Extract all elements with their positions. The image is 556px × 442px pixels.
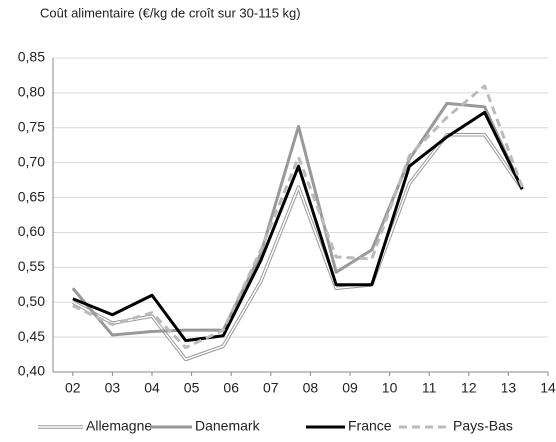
x-tick-label: 06 (223, 380, 239, 396)
x-tick-label: 05 (184, 380, 200, 396)
series-line (71, 101, 524, 337)
x-tick-label: 09 (342, 380, 358, 396)
y-tick-label: 0,70 (18, 153, 45, 169)
x-tick-label: 07 (263, 380, 279, 396)
y-tick-label: 0,50 (18, 293, 45, 309)
legend-label: France (348, 418, 392, 434)
y-tick-label: 0,45 (18, 328, 45, 344)
x-tick-label: 02 (65, 380, 81, 396)
x-tick-label: 11 (422, 380, 437, 396)
y-tick-label: 0,75 (18, 118, 45, 134)
series-line (72, 84, 524, 350)
x-tick-label: 14 (540, 380, 556, 396)
x-tick-label: 12 (461, 380, 477, 396)
y-tick-label: 0,60 (18, 223, 45, 239)
x-tick-label: 10 (382, 380, 398, 396)
legend-label: Pays-Bas (453, 418, 513, 434)
x-tick-label: 04 (144, 380, 160, 396)
series-line (72, 110, 524, 343)
legend-label: Allemagne (86, 418, 152, 434)
series-line-inner (72, 134, 523, 361)
y-tick-label: 0,80 (18, 84, 45, 100)
legend-label: Danemark (195, 418, 261, 434)
x-tick-label: 03 (105, 380, 121, 396)
x-tick-label: 08 (303, 380, 319, 396)
x-tick-label: 13 (501, 380, 517, 396)
y-tick-label: 0,85 (18, 49, 45, 65)
y-tick-label: 0,55 (18, 258, 45, 274)
y-tick-label: 0,65 (18, 188, 45, 204)
y-tick-label: 0,40 (18, 363, 45, 379)
chart-title: Coût alimentaire (€/kg de croît sur 30-1… (40, 5, 301, 20)
